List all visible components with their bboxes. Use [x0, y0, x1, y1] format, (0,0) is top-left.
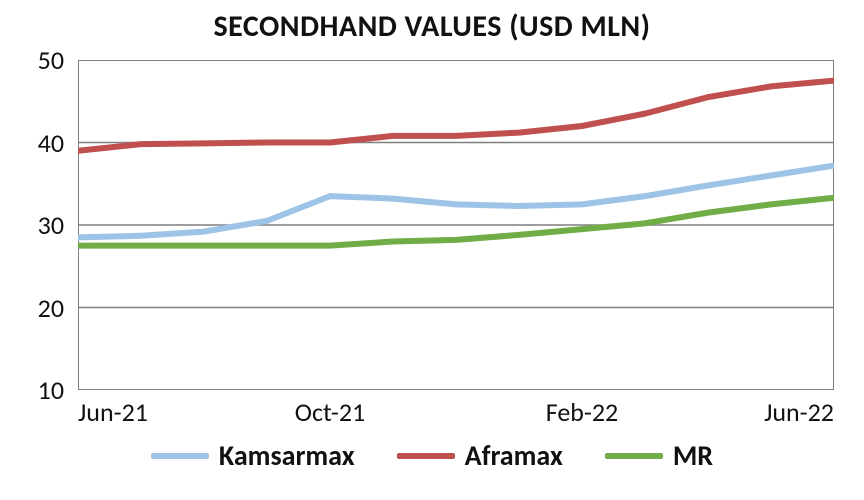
legend-label: MR — [673, 438, 713, 473]
y-tick-label: 30 — [0, 209, 64, 241]
chart-title: SECONDHAND VALUES (USD MLN) — [0, 8, 864, 45]
plot-area — [78, 60, 834, 390]
legend: Kamsarmax Aframax MR — [0, 438, 864, 473]
legend-swatch — [397, 453, 455, 459]
legend-label: Kamsarmax — [219, 438, 355, 473]
y-tick-label: 20 — [0, 292, 64, 324]
legend-swatch — [605, 453, 663, 459]
x-tick-label: Jun-21 — [78, 396, 218, 428]
chart-container: SECONDHAND VALUES (USD MLN) 10 20 30 40 50 J… — [0, 0, 864, 500]
x-tick-label: Oct-21 — [260, 396, 400, 428]
legend-item-mr: MR — [605, 438, 713, 473]
legend-item-kamsarmax: Kamsarmax — [151, 438, 355, 473]
x-tick-label: Jun-22 — [694, 396, 834, 428]
legend-item-aframax: Aframax — [397, 438, 563, 473]
chart-svg — [78, 60, 834, 390]
series-kamsarmax — [78, 166, 834, 238]
legend-swatch — [151, 453, 209, 459]
x-tick-label: Feb-22 — [512, 396, 652, 428]
y-tick-label: 40 — [0, 127, 64, 159]
y-tick-label: 10 — [0, 374, 64, 406]
legend-label: Aframax — [465, 438, 563, 473]
series-aframax — [78, 81, 834, 151]
y-tick-label: 50 — [0, 44, 64, 76]
